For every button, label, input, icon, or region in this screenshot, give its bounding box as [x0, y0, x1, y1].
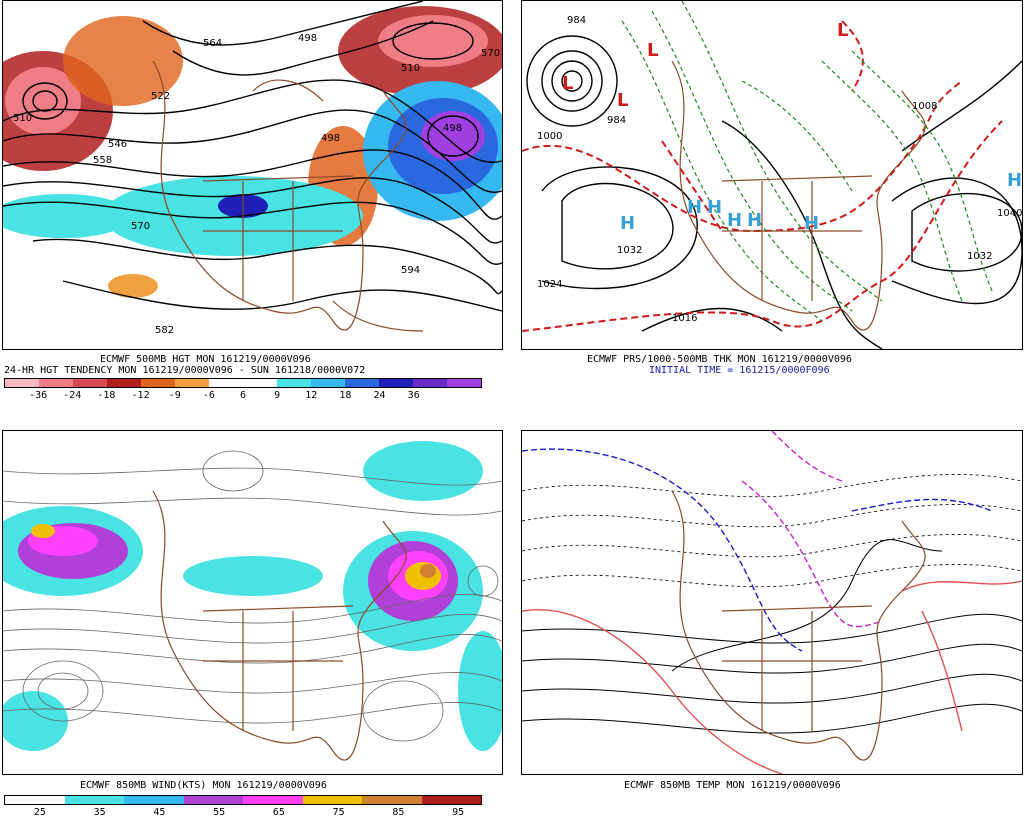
colorbar-swatch: [107, 379, 141, 387]
isobar-label: 1032: [617, 245, 642, 256]
colorbar-swatch: [413, 379, 447, 387]
caption-pressure-thickness: ECMWF PRS/1000-500MB THK MON 161219/0000…: [587, 354, 852, 365]
high-pressure-marker: H: [747, 210, 762, 231]
map-850mb-temp: [521, 430, 1023, 775]
map-500mb-height: 564 498 522 510 546 558 570 498 510 570 …: [2, 0, 503, 350]
low-pressure-marker: L: [617, 90, 628, 111]
caption-initial-time: INITIAL TIME = 161215/0000F096: [649, 365, 830, 376]
colorbar-swatch: [5, 379, 39, 387]
isobar-label: 1032: [967, 251, 992, 262]
colorbar-swatch: [73, 379, 107, 387]
high-pressure-marker: H: [727, 210, 742, 231]
colorbar-swatch: [5, 796, 65, 804]
colorbar-swatch: [175, 379, 209, 387]
caption-850mb-temp: ECMWF 850MB TEMP MON 161219/0000V096: [624, 780, 841, 791]
colorbar-swatch: [311, 379, 345, 387]
colorbar-wind-speed: [4, 795, 482, 805]
high-pressure-marker: H: [1007, 170, 1022, 191]
panel-pressure-thickness: L L L L H H H H H H H 984 1000 1032 1024…: [519, 0, 1024, 410]
low-pressure-marker: L: [562, 73, 573, 94]
contour-label: 498: [298, 33, 317, 44]
colorbar-tick-label: 55: [213, 807, 226, 818]
panel-500mb-height: 564 498 522 510 546 558 570 498 510 570 …: [0, 0, 505, 410]
colorbar-swatch: [345, 379, 379, 387]
colorbar-tick-label: 25: [33, 807, 46, 818]
colorbar-swatch: [183, 796, 243, 804]
colorbar-swatch: [302, 796, 362, 804]
high-pressure-marker: H: [620, 213, 635, 234]
map-850mb-wind: [2, 430, 503, 775]
colorbar-swatch: [277, 379, 311, 387]
colorbar-height-tendency: [4, 378, 482, 388]
colorbar-tick-label: 35: [93, 807, 106, 818]
colorbar-swatch: [362, 796, 422, 804]
colorbar-tick-label: 24: [373, 390, 386, 401]
colorbar-tick-label: -36: [29, 390, 48, 401]
low-pressure-marker: L: [837, 20, 848, 41]
colorbar-tick-label: 85: [392, 807, 405, 818]
colorbar-tick-label: 6: [239, 390, 247, 401]
isobar-label: 1016: [672, 313, 697, 324]
colorbar-swatch: [243, 796, 303, 804]
contour-label: 582: [155, 325, 174, 336]
low-pressure-marker: L: [647, 40, 658, 61]
colorbar-tick-label: -12: [131, 390, 150, 401]
colorbar-tick-label: 65: [272, 807, 285, 818]
colorbar-tick-label: 75: [332, 807, 345, 818]
panel-850mb-temp: ECMWF 850MB TEMP MON 161219/0000V096: [519, 430, 1024, 819]
colorbar-swatch: [209, 379, 243, 387]
isobar-label: 984: [607, 115, 626, 126]
colorbar-swatch: [447, 379, 481, 387]
colorbar-swatch: [124, 796, 184, 804]
contour-label: 558: [93, 155, 112, 166]
colorbar-swatch: [141, 379, 175, 387]
panel-850mb-wind: ECMWF 850MB WIND(KTS) MON 161219/0000V09…: [0, 430, 505, 819]
colorbar-swatch: [421, 796, 481, 804]
contour-label: 510: [13, 113, 32, 124]
contour-label: 594: [401, 265, 420, 276]
isobar-label: 1008: [912, 101, 937, 112]
colorbar-tick-label: 12: [305, 390, 318, 401]
colorbar-tick-labels: 25 35 45 55 65 75 85 95: [4, 807, 482, 819]
isobar-label: 1040: [997, 208, 1022, 219]
caption-500mb-height: ECMWF 500MB HGT MON 161219/0000V096: [100, 354, 311, 365]
map-pressure-thickness: L L L L H H H H H H H 984 1000 1032 1024…: [521, 0, 1023, 350]
contour-label: 498: [321, 133, 340, 144]
caption-850mb-wind: ECMWF 850MB WIND(KTS) MON 161219/0000V09…: [80, 780, 327, 791]
contour-label: 546: [108, 139, 127, 150]
colorbar-tick-label: 18: [339, 390, 352, 401]
contour-label: 564: [203, 38, 222, 49]
caption-height-tendency: 24-HR HGT TENDENCY MON 161219/0000V096 -…: [4, 365, 366, 376]
colorbar-tick-labels: -36 -24 -18 -12 -9 -6 6 9 12 18 24 36: [4, 390, 482, 402]
contour-label: 522: [151, 91, 170, 102]
colorbar-tick-label: -24: [63, 390, 82, 401]
contour-label: 498: [443, 123, 462, 134]
colorbar-tick-label: -6: [202, 390, 215, 401]
colorbar-tick-label: 36: [407, 390, 420, 401]
contour-label: 570: [131, 221, 150, 232]
colorbar-swatch: [39, 379, 73, 387]
colorbar-tick-label: 95: [452, 807, 465, 818]
isobar-label: 984: [567, 15, 586, 26]
high-pressure-marker: H: [804, 213, 819, 234]
colorbar-tick-label: 45: [153, 807, 166, 818]
colorbar-swatch: [379, 379, 413, 387]
colorbar-swatch: [64, 796, 124, 804]
isobar-label: 1024: [537, 279, 562, 290]
isobar-label: 1000: [537, 131, 562, 142]
contour-label: 510: [401, 63, 420, 74]
high-pressure-marker: H: [707, 197, 722, 218]
colorbar-tick-label: -18: [97, 390, 116, 401]
colorbar-tick-label: 9: [274, 390, 281, 401]
colorbar-swatch: [243, 379, 277, 387]
high-pressure-marker: H: [687, 197, 702, 218]
contour-label: 570: [481, 48, 500, 59]
colorbar-tick-label: -9: [168, 390, 181, 401]
